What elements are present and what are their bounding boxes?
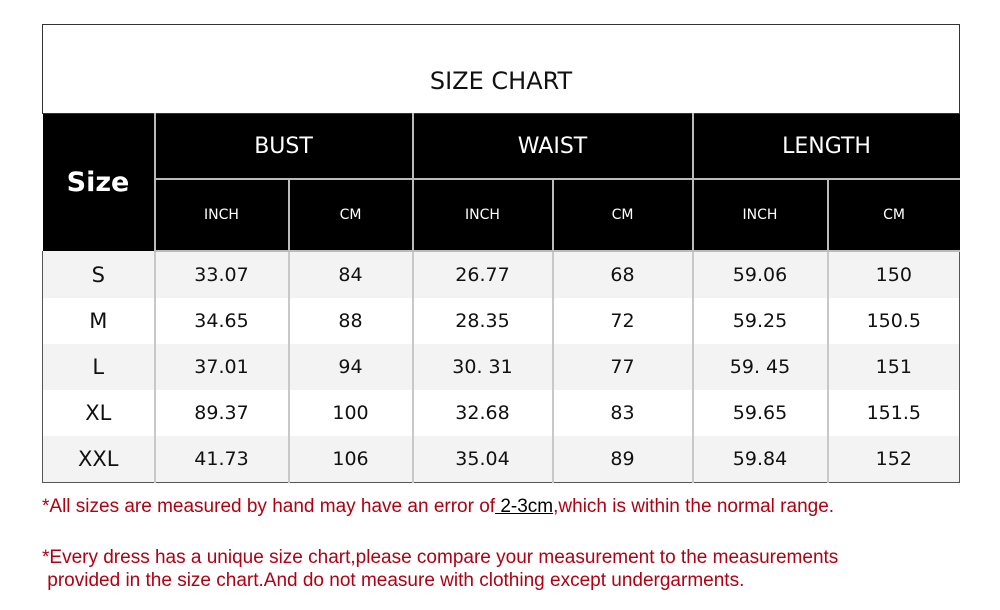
value-cell: 94 [288,344,414,390]
value-cell: 41.73 [154,436,290,483]
value-cell: 100 [288,390,414,436]
table-row: S 33.07 84 26.77 68 59.06 150 [42,251,961,298]
unit-header: INCH [692,179,829,252]
size-cell: XXL [42,436,156,483]
size-header: Size [42,113,156,251]
value-cell: 89.37 [154,390,290,436]
value-cell: 30. 31 [412,344,554,390]
value-cell: 83 [552,390,694,436]
value-cell: 59.65 [692,390,829,436]
value-cell: 152 [827,436,961,483]
note-highlight: 2-3cm [495,496,554,517]
size-chart-table: SIZE CHART Size BUST WAIST LENGTH INCH C… [41,24,961,483]
note-measurement-error: *All sizes are measured by hand may have… [42,495,834,518]
unit-header: INCH [412,179,554,252]
size-cell: XL [42,390,156,436]
value-cell: 59.25 [692,298,829,344]
waist-header: WAIST [412,113,694,180]
bust-header: BUST [154,113,414,180]
value-cell: 151.5 [827,390,961,436]
value-cell: 59.06 [692,251,829,298]
value-cell: 151 [827,344,961,390]
value-cell: 150.5 [827,298,961,344]
value-cell: 32.68 [412,390,554,436]
unit-header: INCH [154,179,290,252]
value-cell: 37.01 [154,344,290,390]
value-cell: 77 [552,344,694,390]
unit-header: CM [288,179,414,252]
table-row: XL 89.37 100 32.68 83 59.65 151.5 [42,390,961,436]
value-cell: 84 [288,251,414,298]
value-cell: 26.77 [412,251,554,298]
size-cell: M [42,298,156,344]
value-cell: 88 [288,298,414,344]
table-row: L 37.01 94 30. 31 77 59. 45 151 [42,344,961,390]
size-cell: S [42,251,156,298]
note-compare-line2: provided in the size chart.And do not me… [42,570,745,591]
value-cell: 59.84 [692,436,829,483]
size-cell: L [42,344,156,390]
table-row: XXL 41.73 106 35.04 89 59.84 152 [42,436,961,483]
value-cell: 150 [827,251,961,298]
value-cell: 33.07 [154,251,290,298]
value-cell: 72 [552,298,694,344]
value-cell: 28.35 [412,298,554,344]
value-cell: 35.04 [412,436,554,483]
value-cell: 34.65 [154,298,290,344]
table-row: M 34.65 88 28.35 72 59.25 150.5 [42,298,961,344]
value-cell: 89 [552,436,694,483]
value-cell: 106 [288,436,414,483]
note-text: ,which is within the normal range. [553,496,835,517]
unit-header: CM [827,179,960,252]
chart-title: SIZE CHART [41,24,961,114]
unit-header: CM [552,179,694,252]
value-cell: 59. 45 [692,344,829,390]
note-compare-line1: *Every dress has a unique size chart,ple… [42,547,839,568]
length-header: LENGTH [692,113,960,180]
value-cell: 68 [552,251,694,298]
note-text: *All sizes are measured by hand may have… [42,496,496,517]
